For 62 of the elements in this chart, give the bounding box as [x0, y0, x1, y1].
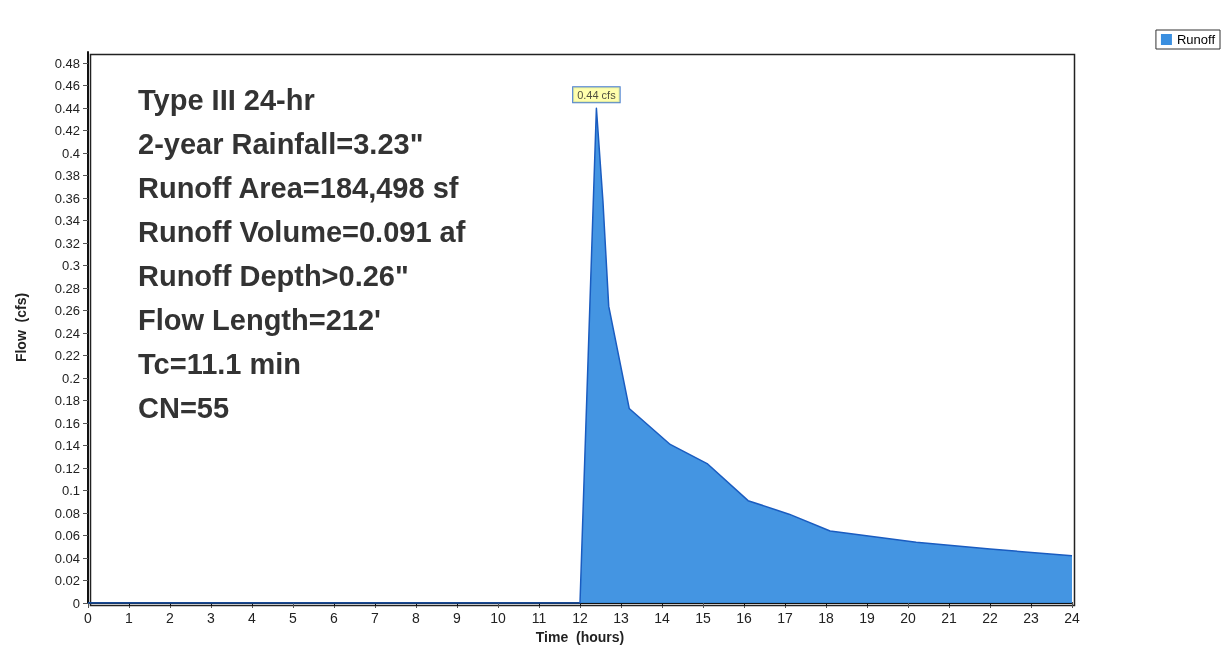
x-tick-label: 11: [531, 610, 547, 626]
x-tick-label: 8: [412, 610, 421, 626]
y-tick-label: 0.34: [54, 213, 80, 229]
x-tick-label: 24: [1064, 610, 1080, 626]
y-tick-label: 0.24: [54, 325, 80, 341]
x-tick-label: 12: [572, 610, 588, 626]
y-tick-label: 0.36: [54, 190, 80, 206]
y-tick-label: 0.46: [54, 78, 80, 94]
x-tick-label: 6: [330, 610, 339, 626]
x-tick-label: 14: [654, 610, 670, 626]
y-tick-label: 0.38: [54, 168, 80, 184]
x-tick-label: 7: [371, 610, 380, 626]
y-tick-label: 0.04: [54, 550, 80, 566]
annotation: Runoff Volume=0.091 af: [138, 215, 466, 248]
x-tick-label: 16: [736, 610, 752, 626]
y-tick-label: 0.48: [54, 55, 80, 71]
x-tick-label: 17: [777, 610, 793, 626]
x-tick-label: 18: [818, 610, 834, 626]
y-tick-label: 0.4: [61, 145, 80, 161]
annotation: CN=55: [138, 391, 230, 424]
x-tick-label: 5: [289, 610, 298, 626]
x-tick-label: 22: [982, 610, 998, 626]
y-tick-label: 0.16: [54, 415, 80, 431]
y-tick-label: 0.02: [54, 573, 80, 589]
y-tick-label: 0.26: [54, 303, 80, 319]
x-tick-label: 23: [1023, 610, 1039, 626]
x-axis-title: Time (hours): [535, 628, 625, 645]
y-tick-label: 0.08: [54, 505, 80, 521]
x-tick-label: 1: [125, 610, 134, 626]
y-tick-label: 0.1: [61, 483, 80, 499]
x-tick-label: 2: [166, 610, 175, 626]
x-tick-label: 3: [207, 610, 216, 626]
y-tick-label: 0.06: [54, 528, 80, 544]
x-tick-label: 0: [84, 610, 93, 626]
x-tick-label: 13: [613, 610, 629, 626]
y-tick-label: 0.12: [54, 460, 80, 476]
y-tick-label: 0.32: [54, 235, 80, 251]
annotation: Flow Length=212': [138, 303, 381, 336]
y-tick-label: 0.3: [61, 258, 80, 274]
y-tick-label: 0.42: [54, 123, 80, 139]
x-tick-label: 4: [248, 610, 257, 626]
annotation: Runoff Area=184,498 sf: [138, 171, 459, 204]
y-tick-label: 0.2: [61, 370, 80, 386]
x-tick-label: 20: [900, 610, 916, 626]
x-tick-label: 9: [453, 610, 462, 626]
x-tick-label: 15: [695, 610, 711, 626]
annotation: Tc=11.1 min: [138, 347, 302, 380]
y-tick-label: 0.28: [54, 280, 80, 296]
x-tick-label: 10: [490, 610, 506, 626]
y-tick-label: 0: [72, 595, 80, 611]
y-tick-label: 0.22: [54, 348, 80, 364]
legend-label: Runoff: [1176, 32, 1216, 47]
annotation: 2-year Rainfall=3.23": [138, 127, 424, 160]
annotation: Type III 24-hr: [138, 83, 315, 116]
y-axis-title: Flow (cfs): [13, 292, 29, 363]
x-tick-label: 19: [859, 610, 875, 626]
annotation: 0.44 cfs: [577, 88, 617, 101]
y-tick-label: 0.44: [54, 100, 80, 116]
x-tick-label: 21: [941, 610, 957, 626]
y-tick-label: 0.18: [54, 393, 80, 409]
annotation: Runoff Depth>0.26": [138, 259, 409, 292]
y-tick-label: 0.14: [54, 438, 80, 454]
